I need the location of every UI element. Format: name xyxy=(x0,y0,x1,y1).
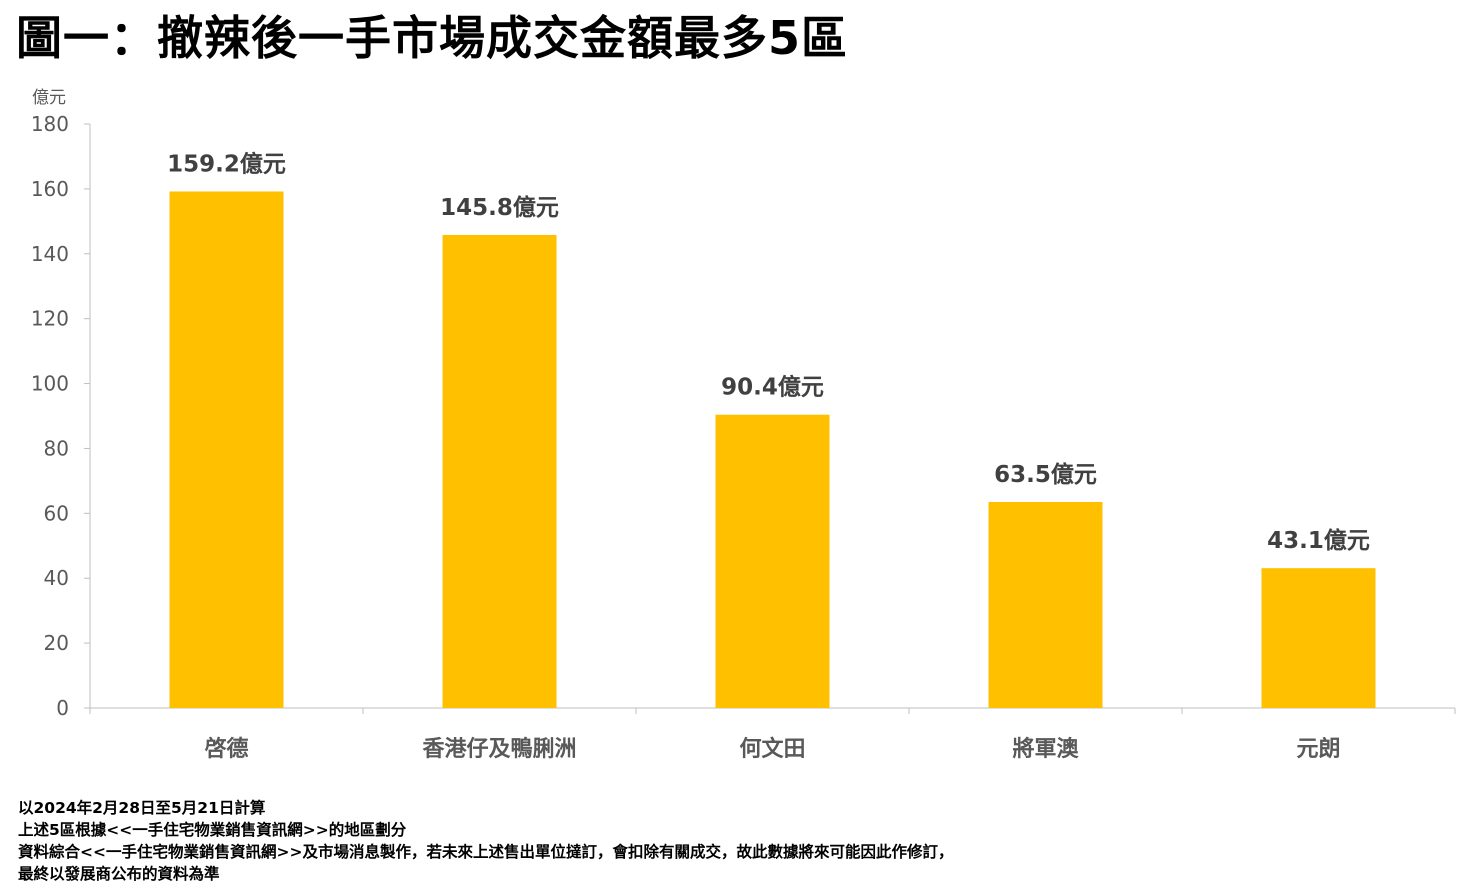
bar xyxy=(169,191,284,709)
bar xyxy=(442,234,557,708)
y-axis-unit-label: 億元 xyxy=(32,88,66,108)
y-tick-label: 40 xyxy=(44,566,69,590)
y-tick-label: 100 xyxy=(31,372,69,396)
bar xyxy=(1261,568,1376,708)
y-tick-label: 20 xyxy=(44,631,69,655)
bar xyxy=(988,501,1103,708)
x-category-label: 啓德 xyxy=(204,736,248,762)
footnote-line: 資料綜合<<一手住宅物業銷售資訊網>>及市場消息製作，若未來上述售出單位撻訂，會… xyxy=(18,843,954,861)
data-label: 43.1億元 xyxy=(1267,527,1370,554)
y-tick-label: 140 xyxy=(31,242,69,266)
data-label: 90.4億元 xyxy=(721,374,824,401)
y-tick-label: 120 xyxy=(31,307,69,331)
data-label: 159.2億元 xyxy=(167,150,286,177)
y-tick-label: 0 xyxy=(56,696,69,720)
x-category-label: 元朗 xyxy=(1296,737,1340,762)
data-label: 63.5億元 xyxy=(994,461,1097,488)
chart-title: 圖一：撤辣後一手市場成交金額最多5區 xyxy=(16,11,849,65)
y-tick-label: 160 xyxy=(31,177,69,201)
x-category-label: 香港仔及鴨脷洲 xyxy=(422,736,576,762)
x-category-label: 何文田 xyxy=(739,736,805,762)
data-label: 145.8億元 xyxy=(440,194,559,221)
y-tick-label: 80 xyxy=(44,436,69,460)
footnote-line: 最終以發展商公布的資料為準 xyxy=(18,865,220,883)
footnote-line: 上述5區根據<<一手住宅物業銷售資訊網>>的地區劃分 xyxy=(18,821,407,839)
y-tick-label: 180 xyxy=(31,112,69,136)
footnotes: 以2024年2月28日至5月21日計算 上述5區根據<<一手住宅物業銷售資訊網>… xyxy=(18,797,953,885)
x-category-label: 將軍澳 xyxy=(1012,736,1079,762)
footnote-line: 以2024年2月28日至5月21日計算 xyxy=(18,799,266,817)
y-tick-label: 60 xyxy=(44,501,69,525)
bar xyxy=(715,414,830,708)
